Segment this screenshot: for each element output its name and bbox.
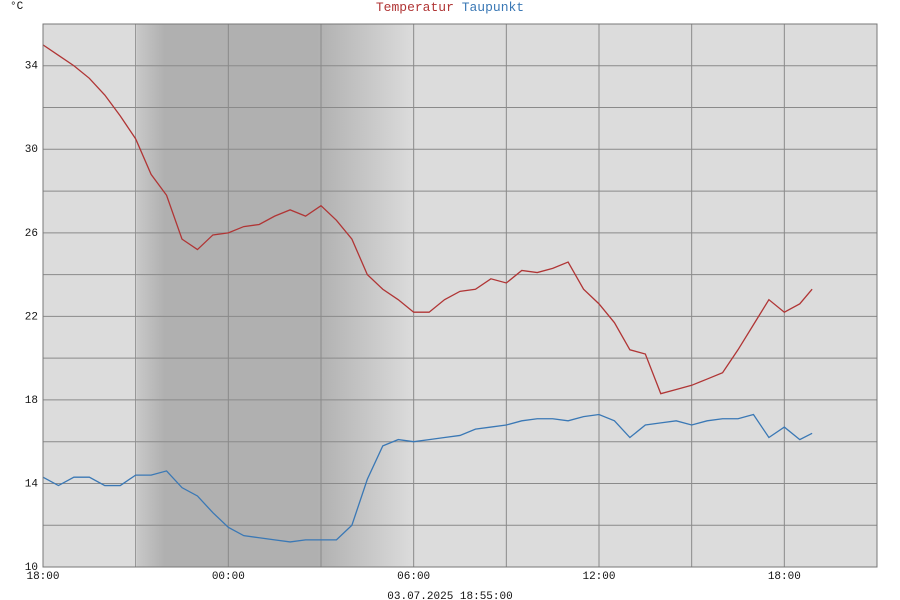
y-tick-label: 14 [25, 478, 39, 490]
legend-entry: Taupunkt [462, 0, 524, 15]
plot-frame [42, 23, 878, 568]
x-tick-label: 12:00 [582, 571, 615, 583]
y-tick-label: 22 [25, 311, 38, 323]
timestamp: 03.07.2025 18:55:00 [387, 591, 512, 600]
data-line [42, 44, 813, 395]
y-tick-label: 34 [25, 61, 39, 73]
x-tick-label: 00:00 [212, 571, 245, 583]
data-line [42, 413, 813, 543]
night-shading [137, 24, 414, 567]
legend-title: Temperatur Taupunkt [376, 0, 524, 15]
legend-entry: Temperatur [376, 0, 454, 15]
x-tick-label: 18:00 [768, 571, 801, 583]
y-tick-label: 10 [25, 562, 38, 574]
y-tick-label: 18 [25, 395, 38, 407]
y-tick-label: 26 [25, 228, 38, 240]
x-tick-label: 18:00 [26, 571, 59, 583]
y-tick-label: 30 [25, 144, 38, 156]
unit-label: °C [10, 1, 24, 13]
x-tick-label: 06:00 [397, 571, 430, 583]
